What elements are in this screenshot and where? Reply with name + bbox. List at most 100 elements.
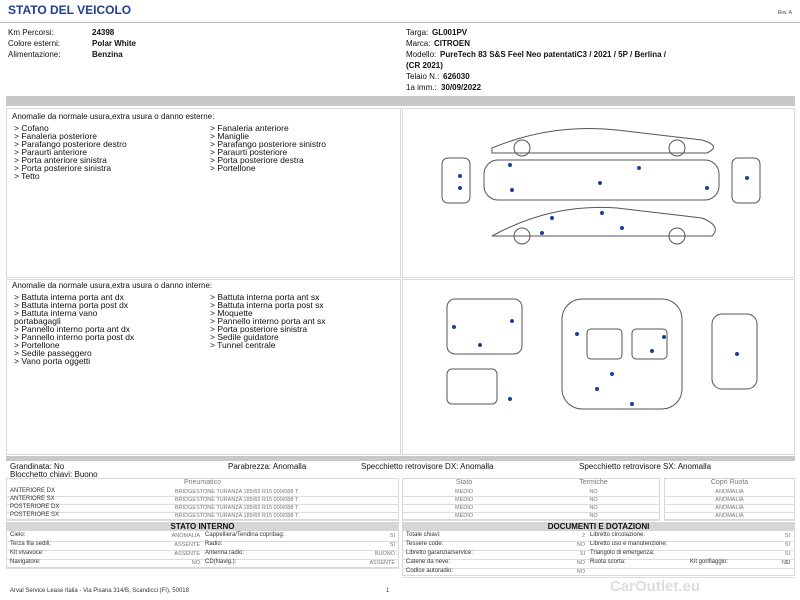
damage-item: > Tetto bbox=[14, 171, 40, 181]
row-line bbox=[6, 504, 399, 505]
tire-state: MEDIO bbox=[454, 513, 474, 519]
field-label: Totale chiavi: bbox=[406, 532, 441, 538]
field-value: BUONO bbox=[374, 551, 395, 557]
field-value: SI bbox=[784, 533, 790, 539]
row-line bbox=[402, 504, 660, 505]
field-value: NO bbox=[576, 560, 585, 566]
field-value: NO bbox=[576, 542, 585, 548]
tire-position: ANTERIORE SX bbox=[10, 496, 55, 502]
damage-item: > Tunnel centrale bbox=[210, 340, 276, 350]
damage-item: > Porta anteriore sinistra bbox=[14, 155, 107, 165]
field-value: ASSENTE bbox=[174, 551, 200, 557]
tire-model: BRIDGESTONE TURANZA 185/65 R15 000/088 T bbox=[175, 489, 299, 495]
info-label: Km Percorsi: bbox=[8, 28, 54, 37]
field-label: Antenna radio: bbox=[205, 550, 245, 556]
car-rear bbox=[731, 157, 761, 204]
tire-position: POSTERIORE SX bbox=[10, 512, 60, 518]
field-label: Kit gonfiaggio: bbox=[690, 559, 729, 565]
info-label: Modello: bbox=[406, 50, 437, 59]
wheel bbox=[513, 227, 531, 245]
damage-item: > Pannello interno porta ant dx bbox=[14, 324, 131, 334]
info-label: Marca: bbox=[406, 39, 431, 48]
summary-item: Parabrezza: Anomalla bbox=[228, 462, 307, 471]
damage-item: > Portellone bbox=[14, 340, 60, 350]
tire-model: BRIDGESTONE TURANZA 185/65 R15 000/088 T bbox=[175, 505, 299, 511]
external-text-box bbox=[6, 108, 401, 278]
damage-item: > Maniglie bbox=[210, 131, 249, 141]
field-label: Triangolo di emergenza: bbox=[590, 550, 655, 556]
field-value: ANOMALIA bbox=[171, 533, 200, 539]
damage-item: portabagagli bbox=[14, 316, 61, 326]
row-line bbox=[402, 520, 660, 521]
row-line bbox=[6, 496, 399, 497]
tire-thermal: NO bbox=[589, 513, 598, 519]
field-label: Libretto circolazione: bbox=[590, 532, 646, 538]
tire-cover-table bbox=[664, 478, 795, 520]
field-value: SI bbox=[389, 533, 395, 539]
cabin-top bbox=[561, 298, 683, 410]
damage-item: > Paraurti posteriore bbox=[210, 147, 288, 157]
tire-model: BRIDGESTONE TURANZA 185/65 R15 000/088 T bbox=[175, 497, 299, 503]
info-value: (CR 2021) bbox=[406, 61, 443, 70]
section-title: Anomalie da normale usura,extra usura o … bbox=[12, 281, 213, 290]
summary-item: Specchietto retrovisore DX: Anomalla bbox=[361, 462, 494, 471]
footer-address: Arval Service Lease Italia - Via Pisana … bbox=[10, 588, 189, 594]
trunk bbox=[446, 298, 523, 355]
tire-model: BRIDGESTONE TURANZA 185/65 R15 000/088 T bbox=[175, 513, 299, 519]
row-line bbox=[664, 496, 795, 497]
info-value: Polar White bbox=[92, 39, 137, 48]
row-line bbox=[6, 520, 399, 521]
damage-item: > Parafango posteriore sinistro bbox=[210, 139, 326, 149]
field-value: NO bbox=[191, 560, 200, 566]
field-value: NO bbox=[781, 560, 790, 566]
field-label: Cielo: bbox=[10, 532, 26, 538]
damage-item: > Pannello interno porta post dx bbox=[14, 332, 135, 342]
field-value: SI bbox=[784, 560, 790, 566]
divider bbox=[0, 22, 800, 23]
dashboard bbox=[711, 313, 758, 390]
info-label: Targa: bbox=[406, 28, 429, 37]
row-line bbox=[664, 512, 795, 513]
damage-item: > Porta posteriore sinistra bbox=[210, 324, 308, 334]
damage-item: > Pannello interno porta ant sx bbox=[210, 316, 326, 326]
info-label: Colore esterni: bbox=[8, 39, 61, 48]
damage-item: > Battuta interna porta ant sx bbox=[210, 292, 320, 302]
tire-state: MEDIO bbox=[454, 497, 474, 503]
car-top bbox=[483, 159, 720, 201]
seat bbox=[631, 328, 668, 360]
row-line bbox=[6, 568, 399, 569]
tire-state: MEDIO bbox=[454, 489, 474, 495]
info-label: 1a imm.: bbox=[406, 83, 437, 92]
info-value: PureTech 83 S&S Feel Neo patentatiC3 / 2… bbox=[440, 50, 667, 59]
row-line bbox=[664, 504, 795, 505]
summary-item: Blocchetto chiavi: Buono bbox=[10, 470, 98, 479]
footer-page: 1 bbox=[386, 588, 390, 594]
field-label: Ruota scorta: bbox=[590, 559, 626, 565]
info-value: CITROEN bbox=[434, 39, 470, 48]
car-side-bottom bbox=[491, 206, 716, 237]
internal-text-box bbox=[6, 279, 401, 455]
seat bbox=[586, 328, 623, 360]
car-side-top bbox=[491, 128, 714, 154]
damage-item: > Sedile guidatore bbox=[210, 332, 279, 342]
interior-diagram bbox=[446, 298, 758, 410]
table-title: STATO INTERNO bbox=[6, 522, 399, 531]
tire-cover: ANOMALIA bbox=[715, 497, 744, 503]
table-title: DOCUMENTI E DOTAZIONI bbox=[402, 522, 795, 531]
tire-cover: ANOMALIA bbox=[715, 505, 744, 511]
damage-item: > Cofano bbox=[14, 123, 49, 133]
damage-item: > Battuta interna porta post sx bbox=[210, 300, 324, 310]
car-front bbox=[441, 157, 471, 204]
row-line bbox=[402, 568, 795, 569]
tire-state-table bbox=[402, 478, 660, 520]
summary-item: Grandinata: No bbox=[10, 462, 65, 471]
wheel bbox=[668, 139, 686, 157]
damage-item: > Battuta interna vano bbox=[14, 308, 98, 318]
field-label: Radio: bbox=[205, 541, 223, 547]
damage-item: > Sedile passeggero bbox=[14, 348, 92, 358]
info-value: GL001PV bbox=[432, 28, 468, 37]
damage-item: > Fanaleria anteriore bbox=[210, 123, 289, 133]
damage-item: > Battuta interna porta ant dx bbox=[14, 292, 124, 302]
